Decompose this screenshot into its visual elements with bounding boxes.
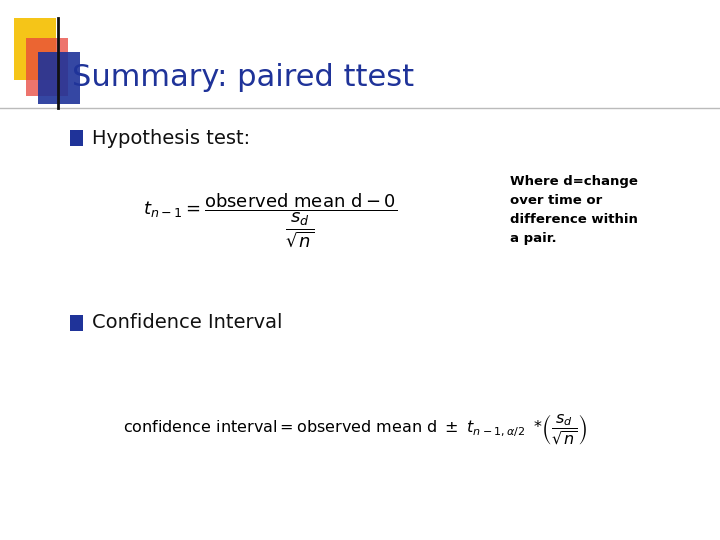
Bar	[70, 315, 83, 331]
Bar	[70, 130, 83, 146]
Text: Hypothesis test:: Hypothesis test:	[92, 129, 250, 147]
Bar	[14, 18, 56, 80]
Text: Summary: paired ttest: Summary: paired ttest	[72, 64, 414, 92]
Bar	[26, 38, 68, 96]
Bar	[38, 52, 80, 104]
Text: Where d=change
over time or
difference within
a pair.: Where d=change over time or difference w…	[510, 175, 638, 245]
Text: Confidence Interval: Confidence Interval	[92, 314, 282, 333]
Text: $\mathrm{confidence\ interval} = \mathrm{observed\ mean\ d}\ \pm\ t_{n-1,\alpha/: $\mathrm{confidence\ interval} = \mathrm…	[123, 413, 588, 447]
Text: $t_{n-1} = \dfrac{\mathrm{observed\ mean\ d} - 0}{\dfrac{s_d}{\sqrt{n}}}$: $t_{n-1} = \dfrac{\mathrm{observed\ mean…	[143, 191, 397, 249]
